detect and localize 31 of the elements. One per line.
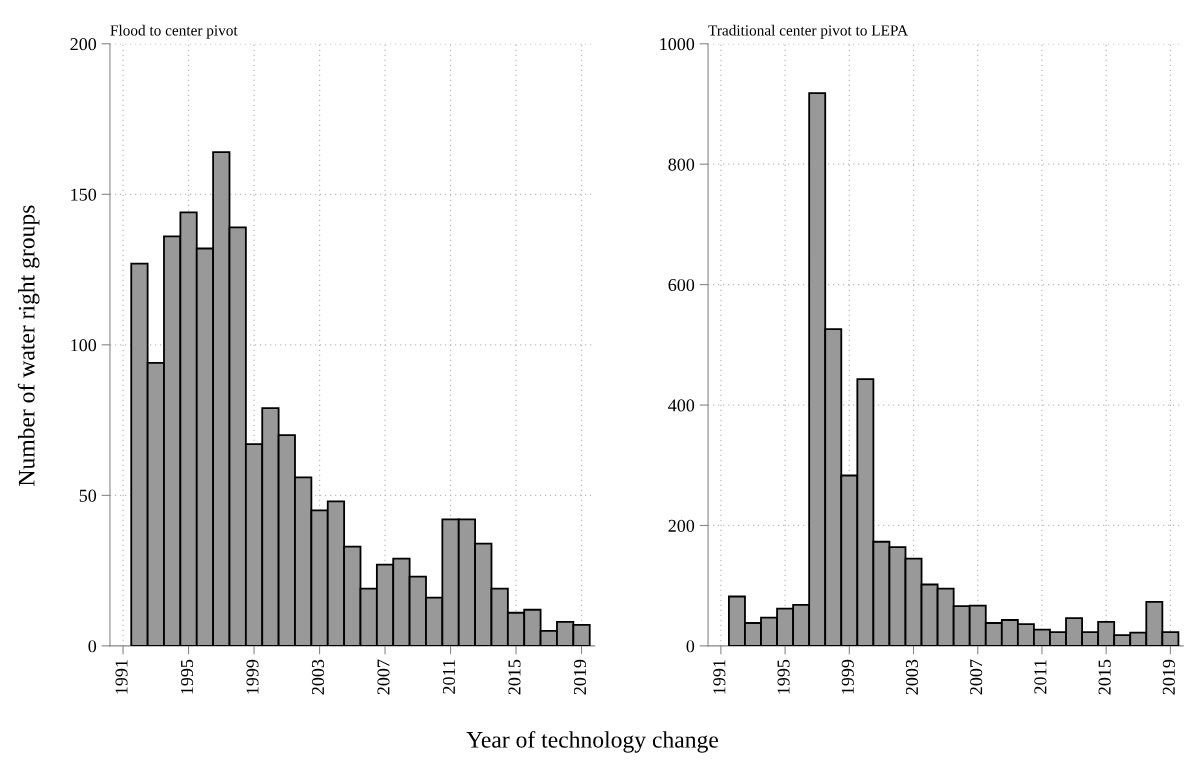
x-axis-title: Year of technology change xyxy=(466,730,719,753)
x-tick-label: 1995 xyxy=(777,659,790,694)
y-tick-label: 200 xyxy=(668,519,695,532)
x-tick-label: 1991 xyxy=(115,660,128,694)
x-tick-label: 1999 xyxy=(841,659,854,694)
y-tick-label: 0 xyxy=(88,640,97,653)
y-tick-label: 50 xyxy=(79,489,97,502)
x-tick-label: 1991 xyxy=(713,660,726,694)
y-tick-label: 150 xyxy=(71,188,97,201)
x-tick-label: 2011 xyxy=(442,660,456,694)
x-tick-label: 2007 xyxy=(970,659,983,695)
y-tick-label: 100 xyxy=(71,339,97,352)
x-tick-label: 2003 xyxy=(311,659,325,695)
x-tick-label: 2019 xyxy=(573,659,587,695)
x-tick-label: 2015 xyxy=(1098,659,1111,695)
x-tick-label: 1995 xyxy=(180,659,194,694)
y-tick-label: 400 xyxy=(668,399,695,412)
chart-title: Flood to center pivot xyxy=(110,24,238,39)
x-tick-label: 2003 xyxy=(905,659,919,695)
x-tick-label: 2019 xyxy=(1162,659,1175,695)
y-tick-label: 0 xyxy=(686,640,695,653)
chart-title: Traditional center pivot to LEPA xyxy=(708,24,908,39)
y-axis-title: Number of water right groups xyxy=(17,205,40,486)
y-tick-label: 1000 xyxy=(660,38,695,51)
x-tick-label: 1999 xyxy=(246,659,259,694)
y-tick-label: 200 xyxy=(70,38,97,51)
y-tick-label: 800 xyxy=(668,158,695,171)
x-tick-label: 2011 xyxy=(1034,660,1047,694)
x-tick-label: 2015 xyxy=(508,659,521,695)
x-tick-label: 2007 xyxy=(377,659,390,695)
y-tick-label: 600 xyxy=(668,278,695,292)
